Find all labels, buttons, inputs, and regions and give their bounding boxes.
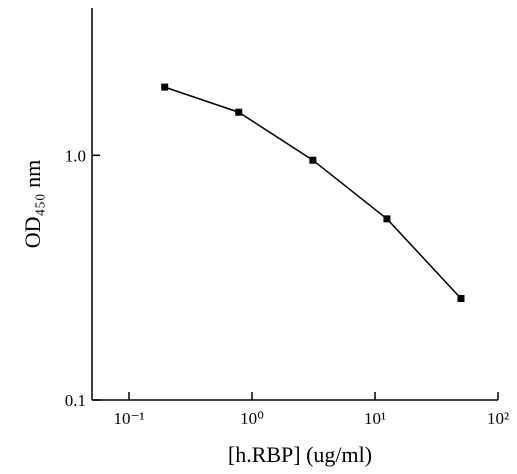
marker bbox=[161, 83, 169, 91]
x-tick-label: 10⁻¹ bbox=[113, 409, 144, 428]
x-tick-label: 10² bbox=[487, 409, 509, 428]
marker bbox=[309, 156, 317, 164]
x-axis-label: [h.RBP] (ug/ml) bbox=[228, 442, 372, 467]
y-tick-label: 1.0 bbox=[65, 146, 86, 165]
y-axis-label: OD₄₅₀ nm bbox=[20, 160, 45, 248]
marker bbox=[383, 215, 391, 223]
marker bbox=[457, 294, 465, 302]
line bbox=[164, 86, 462, 299]
y-tick-label: 0.1 bbox=[65, 391, 86, 410]
x-tick-label: 10⁰ bbox=[240, 409, 264, 428]
x-tick-label: 10¹ bbox=[364, 409, 386, 428]
marker bbox=[235, 108, 243, 116]
